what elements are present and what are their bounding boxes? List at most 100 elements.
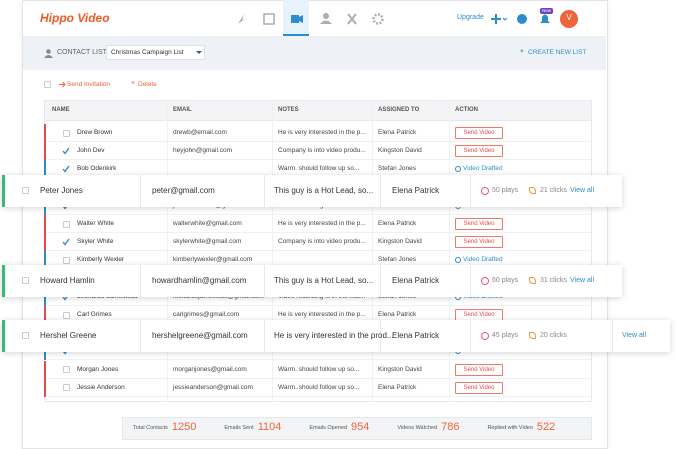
check-mark[interactable]: [62, 147, 70, 155]
stat-label: Emails Opened: [309, 425, 347, 431]
table-row: [45, 342, 591, 361]
nav-media[interactable]: [263, 13, 275, 25]
row-checkbox[interactable]: [63, 366, 70, 374]
table-header: [44, 100, 592, 121]
upgrade-link[interactable]: Upgrade: [457, 14, 484, 21]
row-checkbox[interactable]: [63, 311, 70, 319]
help-button[interactable]: [517, 14, 527, 24]
send-video-button[interactable]: Send Video: [455, 127, 503, 139]
new-badge: New: [540, 8, 554, 14]
contact-notes: Warm. should follow up so...: [278, 165, 360, 173]
card-email: hershelgreene@gmail.com: [152, 331, 248, 340]
add-button[interactable]: [491, 14, 501, 24]
card-divider: [470, 320, 471, 352]
table-row: [45, 288, 591, 306]
header-divider: [23, 36, 606, 37]
logo[interactable]: Hippo Video: [40, 11, 110, 25]
nav-launch[interactable]: [238, 14, 246, 24]
card-divider: [380, 175, 381, 207]
contact-notes: Warm..should follow up so...: [278, 383, 360, 391]
check-mark[interactable]: [62, 165, 70, 174]
card-notes: He is very interested in the prod...: [274, 331, 394, 340]
table-row: [45, 361, 591, 379]
row-checkbox[interactable]: [63, 384, 70, 392]
send-invitation[interactable]: Send Invitation: [67, 81, 111, 88]
nav-integrations[interactable]: [347, 13, 357, 25]
table-row: [45, 197, 591, 215]
send-video-button[interactable]: Send Video: [455, 218, 503, 230]
plays-icon: [481, 187, 489, 195]
row-checkbox[interactable]: [63, 256, 70, 264]
contact-email: jessieanderson@gmail.com: [173, 383, 253, 391]
card-checkbox[interactable]: [22, 332, 29, 339]
card-view-all[interactable]: View all: [570, 187, 594, 194]
stat-value: 522: [536, 421, 556, 433]
row-status-strip: [44, 378, 46, 397]
contact-notes: He is very interested in the p...: [278, 311, 366, 318]
row-checkbox[interactable]: [63, 129, 70, 137]
card-plays: 60 plays: [492, 277, 519, 284]
stat-value: 954: [350, 421, 370, 433]
check-mark[interactable]: [62, 238, 70, 246]
row-status-strip: [44, 124, 46, 142]
drafted-icon: [455, 257, 461, 264]
send-video-button[interactable]: Send Video: [455, 145, 503, 158]
app-window: [22, 0, 608, 449]
assigned-to: Kingston David: [378, 238, 422, 246]
card-checkbox[interactable]: [22, 187, 29, 194]
contact-name[interactable]: John Dev: [77, 147, 105, 155]
avatar[interactable]: [560, 10, 578, 28]
contact-name[interactable]: Walter White: [77, 220, 114, 227]
stat-label: Total Contacts: [133, 425, 168, 431]
send-video-button[interactable]: Send Video: [455, 381, 503, 394]
contact-name[interactable]: Skyler White: [77, 238, 114, 246]
contact-name[interactable]: Bob Odenkirk: [77, 165, 117, 173]
nav-video-lens: [299, 15, 303, 23]
contact-name[interactable]: Morgan Jones: [77, 365, 119, 373]
card-clicks: 20 clicks: [540, 332, 567, 339]
card-divider: [380, 320, 381, 352]
row-status-strip: [44, 233, 46, 252]
column-header: ASSIGNED TO: [378, 107, 420, 113]
select-all-checkbox[interactable]: [44, 81, 51, 88]
table-row: [45, 142, 591, 161]
contact-name[interactable]: Carl Grimes: [77, 311, 112, 318]
contact-name[interactable]: Drew Brown: [77, 129, 113, 136]
assigned-to: Elena Patrick: [378, 220, 417, 227]
card-checkbox[interactable]: [22, 277, 29, 284]
card-name[interactable]: Howard Hamlin: [40, 276, 95, 285]
clicks-icon: [529, 187, 536, 194]
send-video-button[interactable]: Send Video: [455, 363, 503, 376]
card-notes: This guy is a Hot Lead, so...: [274, 186, 374, 195]
create-list-link[interactable]: CREATE NEW LIST: [528, 49, 587, 56]
card-view-all[interactable]: View all: [570, 277, 594, 284]
contact-name[interactable]: Jessie Anderson: [77, 383, 125, 391]
card-name[interactable]: Peter Jones: [40, 186, 83, 195]
notifications-button[interactable]: [540, 14, 550, 24]
header-icons: [491, 10, 578, 28]
send-video-button[interactable]: Send Video: [455, 236, 503, 249]
stat-label: Videos Watched: [397, 425, 438, 431]
send-icon: [59, 81, 66, 88]
row-checkbox[interactable]: [63, 220, 70, 228]
card-name[interactable]: Hershel Greene: [40, 331, 97, 340]
column-header: NAME: [52, 107, 70, 113]
card-view-all[interactable]: View all: [622, 332, 646, 339]
row-status-strip: [44, 215, 46, 233]
list-select[interactable]: [106, 45, 205, 60]
video-drafted[interactable]: Video Drafted: [463, 165, 503, 173]
contact-notes: He is very interested in the p...: [278, 129, 366, 136]
delete-button[interactable]: Delete: [138, 81, 157, 88]
nav-contacts[interactable]: [323, 13, 329, 19]
contact-email: kimberlywexler@gmail.com: [173, 256, 253, 264]
card-notes: This guy is a Hot Lead, so...: [274, 276, 374, 285]
nav-settings[interactable]: [372, 13, 384, 25]
nav-video[interactable]: [291, 15, 299, 23]
contact-name[interactable]: Kimberly Wexler: [77, 256, 125, 264]
card-clicks: 21 clicks: [540, 187, 567, 194]
card-divider: [470, 175, 471, 207]
video-drafted[interactable]: Video Drafted: [463, 256, 503, 264]
stat-value: 1104: [257, 421, 282, 433]
